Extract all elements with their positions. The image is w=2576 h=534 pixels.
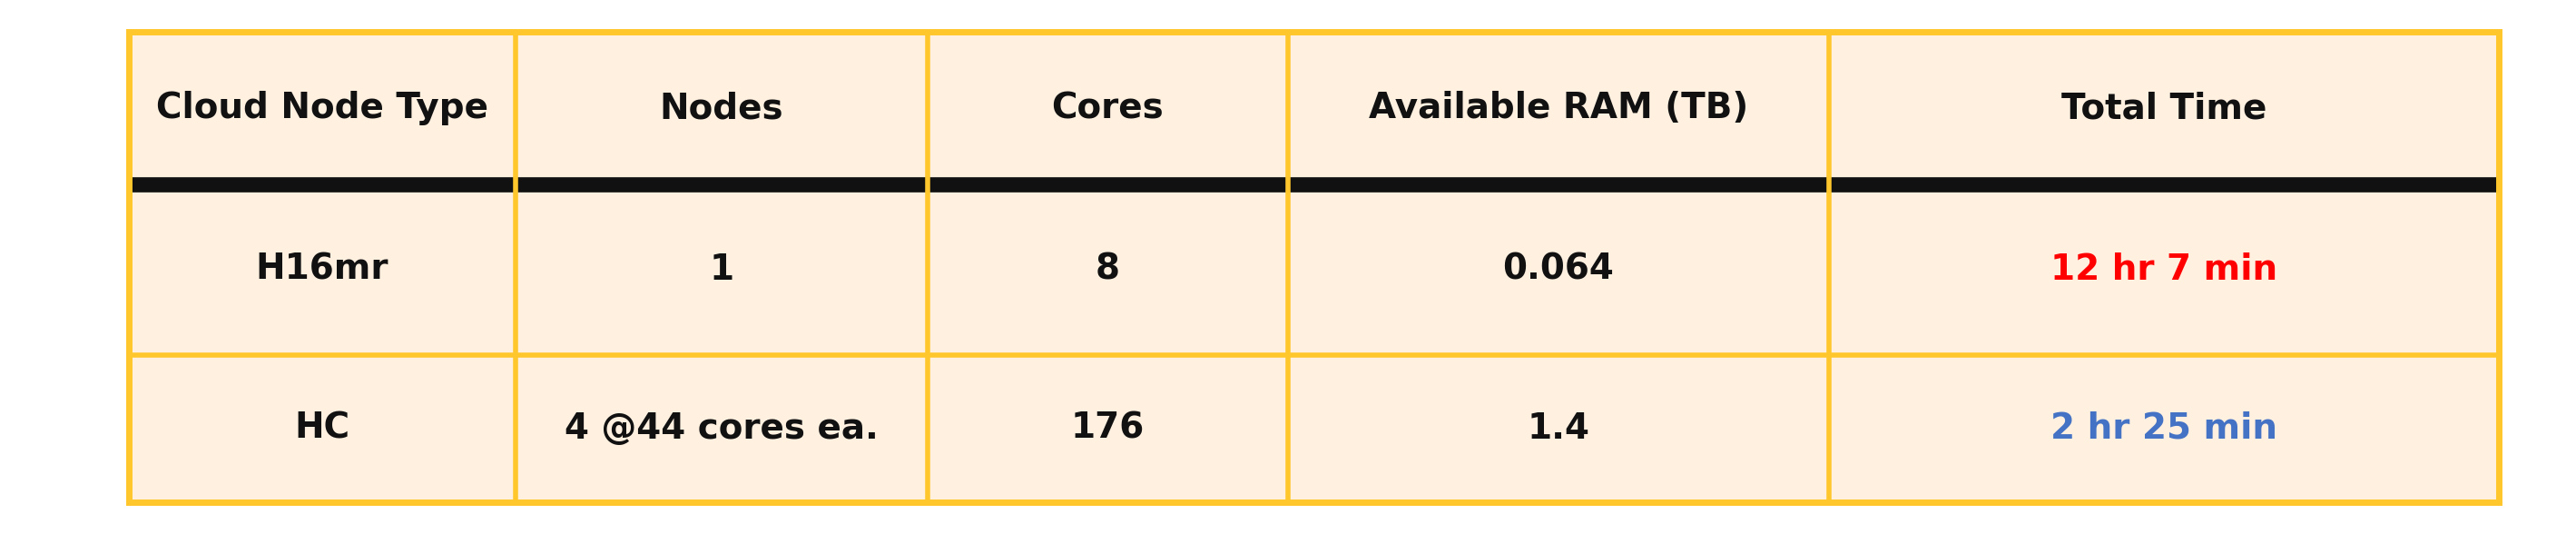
Text: 1: 1: [708, 253, 734, 287]
Text: 2 hr 25 min: 2 hr 25 min: [2050, 411, 2277, 446]
Text: Total Time: Total Time: [2061, 91, 2267, 125]
Text: Cores: Cores: [1051, 91, 1164, 125]
Text: Cloud Node Type: Cloud Node Type: [157, 91, 487, 125]
Bar: [129, 32, 2499, 502]
Text: 8: 8: [1095, 253, 1121, 287]
Text: 12 hr 7 min: 12 hr 7 min: [2050, 253, 2277, 287]
Text: Nodes: Nodes: [659, 91, 783, 125]
Text: 4 @44 cores ea.: 4 @44 cores ea.: [564, 411, 878, 446]
Text: Available RAM (TB): Available RAM (TB): [1368, 91, 1749, 125]
Text: 1.4: 1.4: [1528, 411, 1589, 446]
Text: 176: 176: [1072, 411, 1144, 446]
Text: HC: HC: [294, 411, 350, 446]
Text: H16mr: H16mr: [255, 253, 389, 287]
Text: 0.064: 0.064: [1502, 253, 1615, 287]
